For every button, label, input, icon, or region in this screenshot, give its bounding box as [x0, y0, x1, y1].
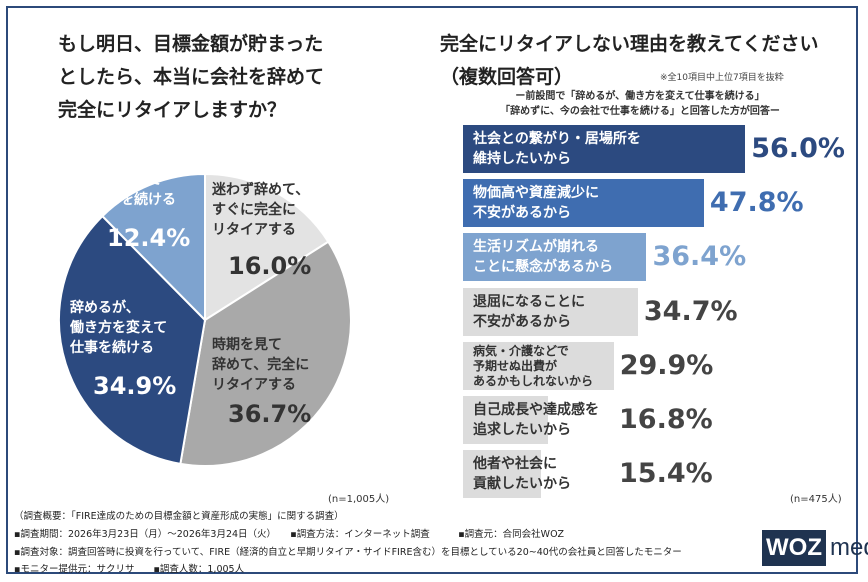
pie-slice-value: 12.4% — [107, 224, 191, 252]
pie-slice-value: 36.7% — [228, 400, 312, 428]
bar — [463, 125, 746, 173]
label-line: 時期を見て — [212, 337, 282, 353]
bar-title: 完全にリタイアしない理由を教えてください （複数回答可） — [440, 28, 818, 94]
label-line: 今の会社で — [92, 172, 162, 188]
label-line: 追求したいから — [473, 422, 571, 438]
bar-label: 生活リズムが崩れる ことに懸念があるから — [473, 237, 613, 277]
label-line: 病気・介護などで — [473, 344, 569, 358]
bar-label: 病気・介護などで 予期せぬ出費が あるかもしれないから — [473, 344, 593, 389]
label-line: 社会との繋がり・居場所を — [473, 131, 641, 147]
pie-slice — [100, 172, 206, 323]
bar — [463, 233, 647, 281]
pie-slice — [204, 172, 330, 322]
label-line: 退屈になることに — [473, 294, 585, 310]
logo-box: WOZ — [762, 530, 826, 566]
bar-value: 47.8% — [709, 187, 804, 218]
bar-n: (n=475人) — [790, 494, 842, 505]
title-line: 完全にリタイアしますか？ — [58, 99, 287, 121]
bar-label: 社会との繋がり・居場所を 維持したいから — [473, 129, 641, 169]
pie-n: (n=1,005人) — [328, 494, 390, 505]
footer-line: （調査概要：「FIRE達成のための目標金額と資産形成の実態」に関する調査） — [14, 511, 344, 522]
frame — [6, 6, 858, 574]
bar — [463, 179, 704, 227]
label-line: あるかもしれないから — [473, 374, 594, 388]
pie-slice — [179, 240, 352, 467]
footer-line: ▪調査期間：2026年3月23日（月）～2026年3月24日（火） ▪調査方法：… — [14, 529, 565, 540]
bar-value: 36.4% — [652, 241, 747, 272]
title-line: もし明日、目標金額が貯まった — [58, 33, 324, 55]
label-line: 予期せぬ出費が — [473, 359, 558, 373]
bar-value: 15.4% — [619, 458, 713, 489]
bar-value: 29.9% — [619, 350, 714, 381]
bar-label: 自己成長や達成感を 追求したいから — [473, 400, 599, 440]
label-line: 仕事を続ける — [70, 340, 154, 356]
label-line: 仕事を続ける — [92, 192, 176, 208]
pie-slice-value: 34.9% — [93, 372, 177, 400]
bar — [463, 342, 614, 390]
label-line: リタイアする — [212, 222, 296, 238]
label-line: 他者や社会に — [473, 456, 557, 472]
footer-line: ▪調査対象：調査回答時に投資を行っていて、FIRE（経済的自立と早期リタイア・サ… — [14, 547, 682, 558]
bar-value: 16.8% — [619, 404, 713, 435]
logo-text: media — [829, 534, 868, 561]
title-line: 完全にリタイアしない理由を教えてください — [440, 33, 819, 55]
bar-value: 34.7% — [643, 296, 738, 327]
pie-title: もし明日、目標金額が貯まった としたら、本当に会社を辞めて 完全にリタイアします… — [58, 28, 358, 127]
label-line: 辞めて、完全に — [212, 357, 310, 373]
note: ※全10項目中上位7項目を抜粋 — [660, 73, 784, 83]
bar-label: 他者や社会に 貢献したいから — [473, 454, 571, 494]
label-line: 自己成長や達成感を — [473, 402, 599, 418]
label-line: 不安があるから — [473, 314, 571, 330]
label-line: 物価高や資産減少に — [473, 185, 599, 201]
bar — [463, 450, 541, 498]
label-line: ことに懸念があるから — [473, 259, 613, 275]
label-line: 辞めるが、 — [70, 300, 140, 316]
pie-slice — [58, 214, 207, 466]
label-line: 働き方を変えて — [70, 320, 168, 336]
pie-slice-label: 辞めずに、今の会社で仕事を続ける — [92, 150, 176, 210]
footer-line: ▪モニター提供元：サクリサ ▪調査人数：1,005人 — [14, 564, 245, 575]
pie-slice-label: 辞めるが、働き方を変えて 仕事を続ける — [70, 298, 167, 358]
bar — [463, 396, 548, 444]
label-line: 不安があるから — [473, 205, 571, 221]
bar-label: 退屈になることに 不安があるから — [473, 292, 585, 332]
title-line: としたら、本当に会社を辞めて — [58, 66, 325, 88]
woz-media-logo: WOZmedia — [762, 525, 868, 571]
label-line: 貢献したいから — [473, 476, 571, 492]
label-line: リタイアする — [212, 377, 296, 393]
label-line: 辞めずに、 — [92, 152, 162, 168]
label-line: すぐに完全に — [212, 202, 296, 218]
label-line: 迷わず辞めて、 — [212, 182, 310, 198]
label-line: 生活リズムが崩れる — [473, 239, 599, 255]
bar-subtitle: ー前設問で「辞めるが、働き方を変えて仕事を続ける」 「辞めずに、今の会社で仕事を… — [450, 89, 830, 119]
pie-slice-value: 16.0% — [228, 252, 312, 280]
bar — [463, 288, 638, 336]
bar-label: 物価高や資産減少に 不安があるから — [473, 183, 599, 223]
subtitle-line: 「辞めずに、今の会社で仕事を続ける」と回答した方が回答ー — [500, 106, 780, 117]
bar-value: 56.0% — [751, 133, 845, 164]
subtitle-line: ー前設問で「辞めるが、働き方を変えて仕事を続ける」 — [515, 91, 765, 102]
label-line: 維持したいから — [473, 151, 571, 167]
pie-slice-label: 時期を見て辞めて、完全に リタイアする — [212, 335, 309, 395]
title-line: （複数回答可） — [440, 66, 574, 88]
pie-slice-label: 迷わず辞めて、 すぐに完全に リタイアする — [212, 180, 309, 240]
